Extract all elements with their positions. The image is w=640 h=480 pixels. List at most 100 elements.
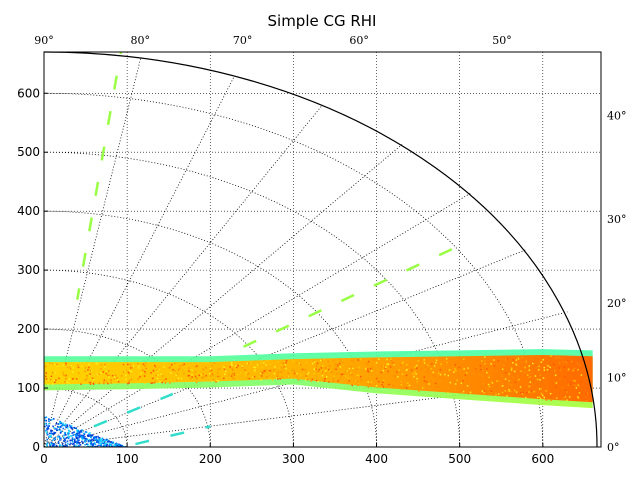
echo-speckle [155,381,158,384]
echo-speckle [233,374,236,377]
echo-speckle [572,369,574,372]
echo-speckle [585,396,587,399]
echo-speckle [241,366,244,369]
echo-speckle [134,378,137,381]
echo-speckle [246,362,249,365]
echo-speckle [462,390,465,393]
echo-speckle [488,385,491,388]
echo-speckle [384,367,387,369]
echo-speckle [181,364,184,366]
echo-speckle [194,371,197,374]
echo-speckle [212,373,214,376]
clutter-speckle [98,438,100,441]
echo-speckle [538,396,541,399]
echo-speckle [338,358,340,361]
echo-speckle [311,378,314,381]
echo-speckle [305,361,308,364]
echo-speckle [487,393,490,395]
echo-speckle [369,383,371,386]
echo-speckle [575,387,578,389]
echo-speckle [155,366,157,369]
echo-speckle [89,383,92,385]
echo-speckle [160,373,163,375]
clutter-speckle [116,443,118,445]
echo-speckle [382,386,385,388]
echo-speckle [497,393,500,395]
echo-speckle [287,375,289,378]
clutter-speckle [110,445,112,447]
angle-label-0: 0° [607,441,620,454]
echo-speckle [172,369,174,371]
clutter-speckle [74,438,76,441]
echo-speckle [382,379,385,382]
echo-speckle [183,363,185,366]
echo-speckle [260,379,262,381]
echo-speckle [45,372,47,374]
clutter-speckle [80,435,83,438]
echo-speckle [415,364,418,367]
echo-speckle [269,363,272,365]
echo-speckle [563,397,565,399]
echo-speckle [562,361,565,364]
clutter-speckle [66,425,69,428]
echo-speckle [59,371,62,373]
echo-speckle [277,360,279,363]
echo-speckle [501,381,504,384]
echo-speckle [469,391,472,394]
echo-speckle [125,374,127,377]
echo-speckle [440,356,443,359]
clutter-speckle [102,440,105,443]
echo-speckle [195,381,198,384]
echo-speckle [117,380,120,383]
plot-frame [43,51,602,448]
clutter-speckle [53,444,56,446]
clutter-speckle [119,444,122,447]
echo-speckle [547,365,549,367]
clutter-speckle [76,431,79,433]
clutter-speckle [84,441,87,443]
echo-speckle [369,368,372,370]
echo-speckle [447,386,449,389]
clutter-speckle [116,444,119,447]
echo-speckle [341,373,344,375]
echo-speckle [164,382,167,384]
echo-speckle [58,379,61,381]
clutter-speckle [78,436,80,439]
echo-speckle [50,375,53,378]
echo-speckle [174,369,176,372]
echo-speckle [569,380,572,383]
clutter-speckle [66,442,69,445]
clutter-speckle [44,419,46,422]
clutter-speckle [66,436,69,439]
clutter-speckle [46,433,49,436]
echo-speckle [235,365,237,367]
echo-speckle [236,373,239,376]
echo-speckle [208,372,211,375]
clutter-speckle [71,443,74,445]
clutter-speckle [55,445,58,447]
echo-speckle [442,377,445,380]
echo-speckle [253,371,256,373]
echo-speckle [524,366,526,369]
echo-speckle [328,381,330,383]
echo-speckle [397,376,399,378]
clutter-speckle [69,435,72,437]
echo-speckle [423,362,426,364]
echo-speckle [515,363,517,365]
echo-speckle [165,378,167,380]
echo-speckle [359,358,362,361]
clutter-speckle [93,437,96,440]
echo-speckle [382,381,384,384]
echo-speckle [416,374,418,377]
echo-speckle [102,381,105,384]
echo-speckle [165,371,168,373]
echo-speckle [56,365,58,367]
echo-speckle [433,365,436,367]
echo-speckle [543,369,546,371]
clutter-speckle [99,438,102,441]
echo-speckle [528,391,530,393]
echo-speckle [564,396,567,398]
echo-speckle [532,362,534,365]
echo-speckle [102,375,104,378]
echo-speckle [129,363,131,366]
